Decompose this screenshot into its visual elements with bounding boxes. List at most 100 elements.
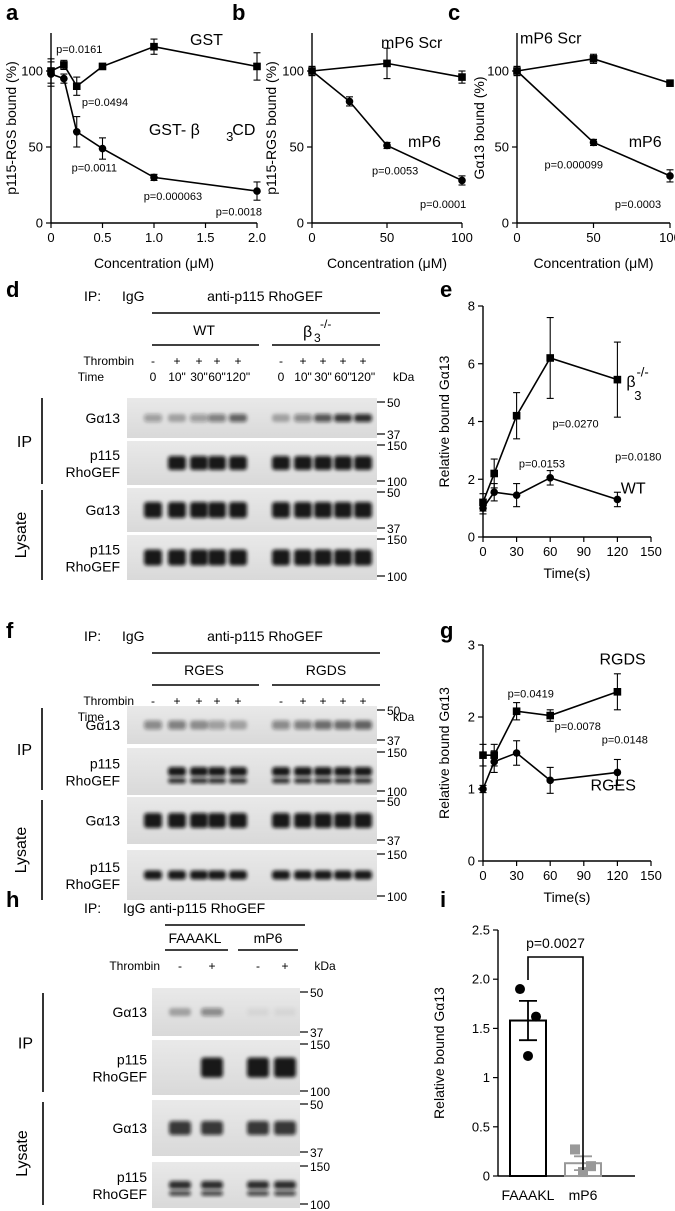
marker-label: 50: [310, 986, 324, 1000]
p-value-annotation: p=0.000099: [545, 159, 603, 171]
x-tick-label: 90: [577, 868, 591, 883]
data-point: [60, 74, 68, 83]
series-label: GST- β: [149, 122, 200, 139]
y-tick-label: 2: [468, 710, 475, 725]
kda-label: kDa: [393, 710, 415, 724]
band: [144, 720, 162, 730]
lysate-group-label: Lysate: [13, 512, 30, 559]
y-tick-label: 100: [487, 64, 509, 79]
ip-label: IP:: [84, 288, 101, 304]
row-label: Gα13: [112, 1120, 147, 1136]
band: [169, 1181, 191, 1189]
band: [190, 414, 208, 422]
ip-group-label: IP: [17, 434, 32, 451]
x-tick-label: 100: [659, 230, 675, 245]
band: [169, 1008, 191, 1016]
data-point: [345, 97, 354, 106]
time-point-label: 30": [314, 370, 332, 384]
x-tick-label: 150: [640, 868, 662, 883]
band: [201, 1057, 223, 1078]
y-tick-label: 0: [468, 530, 475, 545]
chart-b: 0 50 100 0 50 100 Concentration (μM) p115-RGS b…: [263, 33, 473, 271]
time-point-label: 30": [190, 370, 208, 384]
marker-label: 50: [387, 396, 401, 410]
row-label: Gα13: [85, 813, 120, 829]
band: [201, 1121, 223, 1135]
time-label: Time: [78, 710, 105, 724]
x-tick-label: 120: [607, 544, 629, 559]
band-lower: [229, 778, 247, 784]
band: [190, 767, 208, 776]
band: [247, 1057, 269, 1078]
series-label: WT: [621, 481, 646, 498]
band: [229, 502, 247, 518]
marker-label: 37: [387, 734, 401, 748]
p-value-annotation: p=0.0078: [555, 721, 601, 733]
thrombin-sign: -: [279, 694, 283, 708]
marker-label: 100: [310, 1198, 330, 1211]
panel-label-h: h: [6, 887, 19, 912]
band: [272, 720, 290, 730]
series-label: CD: [232, 122, 255, 139]
series-1: [479, 740, 622, 794]
marker-label: 150: [387, 746, 407, 760]
band: [190, 870, 208, 880]
band: [314, 502, 332, 518]
band-lower: [354, 778, 372, 784]
marker-label: 150: [387, 533, 407, 547]
data-point: [570, 1144, 580, 1155]
panel-label-d: d: [6, 277, 19, 302]
marker-label: 37: [310, 1146, 324, 1160]
band: [208, 456, 226, 470]
p-value-annotation: p=0.000063: [144, 191, 202, 203]
kda-label: kDa: [314, 959, 336, 973]
band: [272, 813, 290, 828]
band: [229, 414, 247, 422]
p-value-annotation: p=0.0161: [56, 44, 102, 56]
data-point: [479, 751, 487, 759]
y-axis-label: Relative bound Gα13: [431, 987, 447, 1119]
panel-label-b: b: [232, 0, 245, 25]
band: [294, 502, 312, 518]
data-point: [253, 187, 261, 195]
thrombin-sign: +: [319, 354, 326, 368]
band: [334, 767, 352, 776]
marker-label: 100: [387, 785, 407, 799]
row-label: p115: [90, 542, 120, 558]
y-tick-label: 2.5: [472, 923, 490, 938]
series-label: mP6: [629, 134, 662, 151]
band: [168, 767, 186, 776]
data-point: [458, 176, 466, 185]
band: [274, 1181, 296, 1189]
band: [334, 502, 352, 518]
data-point: [613, 495, 622, 504]
y-tick-label: 0.5: [472, 1119, 490, 1134]
p-value-annotation: p=0.0053: [372, 165, 418, 177]
band: [294, 720, 312, 730]
x-tick-label: 100: [451, 230, 473, 245]
band: [208, 813, 226, 828]
band: [354, 502, 372, 518]
thrombin-sign: +: [195, 694, 202, 708]
ip-group-label: IP: [18, 1036, 33, 1053]
p-value-annotation: p=0.0270: [552, 418, 598, 430]
data-point: [512, 491, 521, 499]
y-axis-label: Relative bound Gα13: [436, 355, 452, 487]
thrombin-sign: +: [319, 694, 326, 708]
thrombin-sign: +: [234, 694, 241, 708]
lysate-group-label: Lysate: [13, 827, 30, 874]
thrombin-sign: -: [151, 354, 155, 368]
band: [168, 549, 186, 566]
band: [274, 1057, 296, 1078]
thrombin-sign: +: [299, 694, 306, 708]
band: [334, 870, 352, 880]
data-point: [513, 67, 521, 75]
y-tick-label: 4: [468, 414, 475, 429]
band: [314, 549, 332, 566]
x-axis-label: Concentration (μM): [327, 255, 447, 271]
band: [247, 1121, 269, 1135]
data-point: [589, 55, 598, 63]
thrombin-sign: +: [173, 354, 180, 368]
p-value-annotation: p=0.0494: [82, 97, 128, 109]
data-point: [72, 82, 81, 90]
